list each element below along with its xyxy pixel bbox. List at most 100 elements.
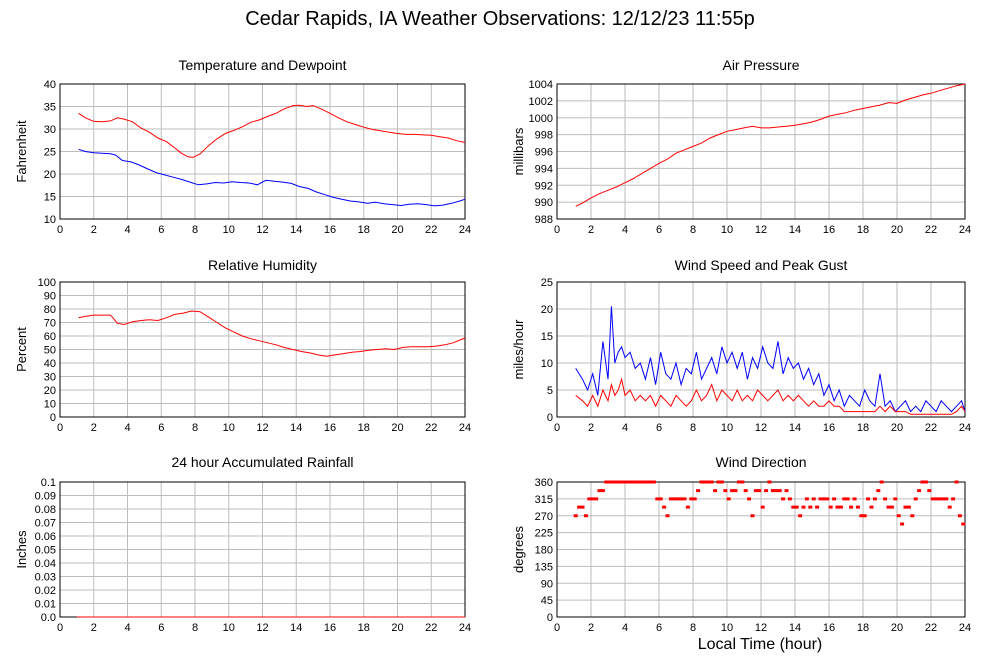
- rain-y-tick-label: 0.07: [35, 518, 56, 530]
- temp-series-line-0: [78, 104, 466, 158]
- wdir-point: [682, 497, 687, 501]
- wdir-point: [743, 489, 748, 493]
- wdir-point: [730, 489, 735, 493]
- pres-x-tick-label: 8: [690, 224, 696, 236]
- wdir-point: [855, 505, 860, 509]
- wdir-point: [791, 505, 796, 509]
- temp-y-tick-label: 25: [44, 147, 56, 159]
- wdir-point: [794, 505, 799, 509]
- wdir-point: [696, 489, 701, 493]
- wind-series-line-1: [575, 377, 966, 415]
- rh-y-tick-label: 40: [44, 358, 56, 370]
- wdir-x-tick-label: 6: [656, 622, 662, 634]
- wdir-point: [617, 480, 622, 484]
- wdir-point: [906, 505, 911, 509]
- wdir-point: [770, 489, 775, 493]
- pres-y-tick-label: 990: [535, 197, 553, 209]
- wdir-x-tick-label: 22: [925, 622, 937, 634]
- wdir-point: [913, 497, 918, 501]
- rh-y-tick-label: 80: [44, 304, 56, 316]
- wind-y-tick-label: 25: [541, 277, 553, 289]
- wdir-point: [594, 497, 599, 501]
- rain-y-tick-label: 0.0: [41, 612, 56, 624]
- rh-x-tick-label: 16: [324, 422, 336, 434]
- wdir-x-tick-label: 20: [891, 622, 903, 634]
- wdir-point: [614, 480, 619, 484]
- wdir-point: [818, 497, 823, 501]
- wdir-point: [736, 480, 741, 484]
- temp-frame: [59, 83, 466, 220]
- rh-y-tick-label: 100: [38, 277, 56, 289]
- rain-y-tick-label: 0.02: [35, 585, 56, 597]
- wdir-point: [757, 489, 762, 493]
- wdir-x-tick-label: 8: [690, 622, 696, 634]
- wdir-point: [910, 514, 915, 518]
- wind-x-tick-label: 10: [721, 422, 733, 434]
- wdir-x-tick-label: 12: [755, 622, 767, 634]
- wdir-point: [893, 497, 898, 501]
- rh-y-tick-label: 90: [44, 291, 56, 303]
- wdir-point: [719, 480, 724, 484]
- wdir-point: [638, 480, 643, 484]
- wind-y-tick-label: 20: [541, 304, 553, 316]
- wdir-point: [767, 480, 772, 484]
- rh-x-tick-label: 18: [358, 422, 370, 434]
- rh-series-line-0: [78, 310, 466, 357]
- wind-y-tick-label: 0: [547, 412, 553, 424]
- wind-x-tick-label: 20: [891, 422, 903, 434]
- wdir-point: [940, 497, 945, 501]
- pres-x-tick-label: 18: [857, 224, 869, 236]
- wdir-y-tick-label: 90: [541, 578, 553, 590]
- wdir-point: [648, 480, 653, 484]
- temp-series-line-1: [78, 148, 466, 207]
- rain-y-tick-label: 0.04: [35, 558, 56, 570]
- wdir-point: [685, 505, 690, 509]
- rh-x-tick-label: 10: [223, 422, 235, 434]
- wdir-point: [842, 497, 847, 501]
- pres-x-tick-label: 10: [721, 224, 733, 236]
- wdir-point: [879, 480, 884, 484]
- rh-x-tick-label: 0: [57, 422, 63, 434]
- pres-x-tick-label: 24: [959, 224, 971, 236]
- wdir-y-axis-label: degrees: [511, 526, 526, 573]
- wdir-point: [883, 497, 888, 501]
- wdir-x-tick-label: 4: [622, 622, 628, 634]
- pres-x-tick-label: 6: [656, 224, 662, 236]
- wdir-point: [869, 505, 874, 509]
- wdir-point: [658, 497, 663, 501]
- pres-x-tick-label: 16: [823, 224, 835, 236]
- rain-x-tick-label: 8: [192, 622, 198, 634]
- rain-x-tick-label: 20: [391, 622, 403, 634]
- wdir-point: [655, 497, 660, 501]
- pres-x-tick-label: 2: [588, 224, 594, 236]
- wdir-point: [672, 497, 677, 501]
- rh-y-tick-label: 30: [44, 372, 56, 384]
- wdir-point: [607, 480, 612, 484]
- wind-series-line-0: [575, 306, 966, 413]
- rh-x-tick-label: 20: [391, 422, 403, 434]
- temp-x-tick-label: 16: [324, 224, 336, 236]
- temp-x-tick-label: 22: [425, 224, 437, 236]
- wdir-y-tick-label: 270: [535, 511, 553, 523]
- wdir-y-tick-label: 225: [535, 528, 553, 540]
- rain-x-tick-label: 0: [57, 622, 63, 634]
- wdir-point: [798, 514, 803, 518]
- wdir-point: [930, 497, 935, 501]
- temp-x-tick-label: 10: [223, 224, 235, 236]
- wind-x-tick-label: 22: [925, 422, 937, 434]
- rh-x-tick-label: 8: [192, 422, 198, 434]
- wdir-x-tick-label: 10: [721, 622, 733, 634]
- wdir-point: [753, 489, 758, 493]
- wdir-point: [577, 505, 582, 509]
- rain-y-tick-label: 0.01: [35, 599, 56, 611]
- wdir-point: [764, 489, 769, 493]
- wdir-frame: [556, 481, 966, 618]
- rain-x-tick-label: 24: [459, 622, 471, 634]
- wdir-y-tick-label: 45: [541, 595, 553, 607]
- temp-x-tick-label: 2: [91, 224, 97, 236]
- wind-y-tick-label: 15: [541, 331, 553, 343]
- wdir-point: [957, 514, 962, 518]
- wdir-point: [838, 505, 843, 509]
- wind-y-tick-label: 5: [547, 385, 553, 397]
- pres-x-tick-label: 14: [789, 224, 801, 236]
